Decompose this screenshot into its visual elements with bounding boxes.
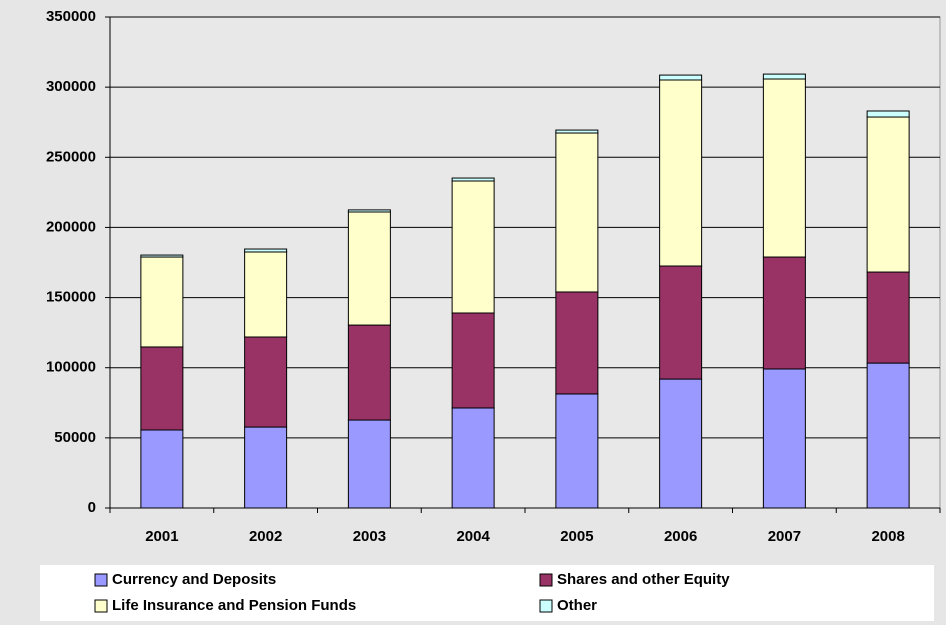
x-tick-label: 2002 — [249, 528, 282, 545]
y-tick-label: 350000 — [46, 8, 96, 25]
bar-segment — [347, 324, 391, 421]
y-tick-label: 250000 — [46, 148, 96, 165]
bar-segment — [555, 393, 599, 509]
bar-segment — [244, 336, 288, 428]
legend-box — [40, 565, 934, 621]
bar-segment — [659, 378, 703, 509]
bar-segment — [659, 79, 703, 267]
bar-segment — [555, 129, 599, 134]
bar-segment — [866, 110, 910, 118]
x-tick-label: 2001 — [145, 528, 178, 545]
bar-segment — [866, 116, 910, 273]
bar-segment — [451, 312, 495, 409]
x-tick-label: 2007 — [768, 528, 801, 545]
bar-segment — [659, 74, 703, 81]
bar-segment — [140, 256, 184, 348]
plot-area — [109, 16, 941, 509]
x-tick-label: 2003 — [353, 528, 386, 545]
y-tick-label: 50000 — [54, 429, 96, 446]
y-tick-label: 0 — [88, 499, 96, 516]
bar-segment — [451, 407, 495, 509]
bar-segment — [244, 248, 288, 253]
y-tick-label: 200000 — [46, 218, 96, 235]
x-tick-label: 2006 — [664, 528, 697, 545]
bar-segment — [347, 209, 391, 213]
bar-segment — [140, 346, 184, 431]
bar-segment — [451, 177, 495, 182]
bar-segment — [451, 180, 495, 314]
bar-segment — [244, 426, 288, 509]
x-tick-label: 2008 — [871, 528, 904, 545]
x-tick-label: 2005 — [560, 528, 593, 545]
bar-segment — [762, 78, 806, 258]
y-tick-label: 100000 — [46, 359, 96, 376]
legend-label: Currency and Deposits — [112, 571, 276, 588]
y-tick-label: 300000 — [46, 78, 96, 95]
bar-segment — [866, 271, 910, 364]
legend-swatch — [94, 599, 108, 613]
legend-label: Other — [557, 597, 597, 614]
bar-segment — [555, 132, 599, 293]
legend-swatch — [94, 573, 108, 587]
legend-swatch — [539, 573, 553, 587]
legend-label: Life Insurance and Pension Funds — [112, 597, 356, 614]
bar-segment — [244, 251, 288, 338]
y-tick-label: 150000 — [46, 289, 96, 306]
bar-segment — [762, 256, 806, 370]
bar-segment — [555, 291, 599, 395]
legend-label: Shares and other Equity — [557, 571, 730, 588]
bar-segment — [762, 73, 806, 80]
legend-swatch — [539, 599, 553, 613]
bar-segment — [347, 211, 391, 326]
bar-segment — [866, 362, 910, 509]
bar-segment — [140, 254, 184, 258]
bar-segment — [762, 368, 806, 509]
bar-segment — [659, 265, 703, 380]
bar-segment — [347, 419, 391, 509]
x-tick-label: 2004 — [456, 528, 490, 545]
bar-segment — [140, 429, 184, 509]
